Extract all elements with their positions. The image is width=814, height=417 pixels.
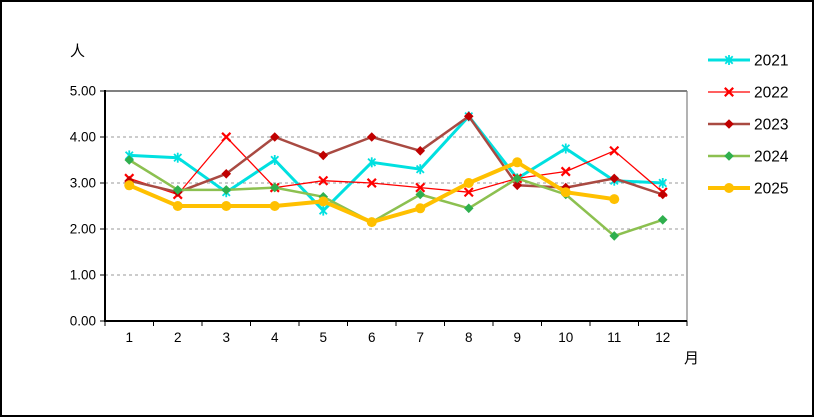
x-tick-label: 10 <box>558 330 573 345</box>
marker-2025 <box>269 201 280 211</box>
marker-2025 <box>463 178 474 188</box>
marker-2022 <box>560 166 571 177</box>
marker-2024 <box>172 185 183 195</box>
marker-2021 <box>173 153 183 163</box>
marker-2024 <box>463 203 474 214</box>
y-tick-label: 2.00 <box>70 222 96 237</box>
legend-label-2024: 2024 <box>754 149 789 166</box>
series-line-2025 <box>127 160 617 225</box>
marker-2022 <box>221 132 232 142</box>
marker-2024 <box>124 155 135 165</box>
y-axis-title: 人 <box>70 43 86 60</box>
marker-2022 <box>609 145 620 156</box>
legend-marker-2023 <box>724 119 734 129</box>
marker-2021 <box>658 178 668 188</box>
marker-2023 <box>318 150 329 161</box>
series-line-2021 <box>127 114 665 213</box>
x-tick-label: 2 <box>174 330 182 345</box>
marker-2021 <box>367 157 377 167</box>
marker-2025 <box>221 201 232 211</box>
marker-2025 <box>560 187 571 198</box>
legend-label-2022: 2022 <box>754 85 788 102</box>
marker-2025 <box>318 196 329 207</box>
marker-2025 <box>415 203 426 214</box>
marker-2022 <box>318 175 329 186</box>
y-tick-label: 0.00 <box>70 314 96 329</box>
y-tick-label: 1.00 <box>70 268 96 283</box>
x-tick-label: 7 <box>416 330 424 345</box>
x-tick-label: 1 <box>125 330 133 345</box>
marker-2021 <box>561 144 571 153</box>
y-tick-label: 3.00 <box>70 176 96 191</box>
marker-2025 <box>366 217 377 228</box>
x-tick-label: 9 <box>513 330 521 345</box>
marker-2023 <box>657 189 668 200</box>
marker-2022 <box>366 178 377 188</box>
legend-marker-2025 <box>724 183 734 193</box>
marker-2024 <box>512 173 523 184</box>
series-line-2022 <box>128 136 664 196</box>
legend-label-2025: 2025 <box>754 181 788 198</box>
marker-2024 <box>609 231 620 241</box>
marker-2024 <box>657 215 668 225</box>
legend-marker-2024 <box>724 151 734 161</box>
x-tick-label: 11 <box>607 330 621 345</box>
marker-2023 <box>512 180 523 191</box>
marker-2021 <box>270 155 280 165</box>
legend-marker-2022 <box>724 87 734 97</box>
marker-2021 <box>318 206 328 215</box>
x-tick-label: 6 <box>368 330 376 345</box>
marker-2025 <box>172 201 183 211</box>
x-tick-label: 12 <box>655 330 670 345</box>
marker-2025 <box>512 157 523 168</box>
series-line-2023 <box>128 115 665 196</box>
marker-2024 <box>269 182 280 193</box>
y-tick-label: 5.00 <box>70 84 96 99</box>
marker-2023 <box>463 111 474 122</box>
marker-2023 <box>415 146 426 156</box>
marker-2021 <box>415 164 425 174</box>
marker-2025 <box>124 180 135 191</box>
marker-2024 <box>415 189 426 200</box>
marker-2022 <box>415 182 426 193</box>
marker-2025 <box>609 194 620 205</box>
x-tick-label: 8 <box>465 330 473 345</box>
y-tick-label: 4.00 <box>70 130 96 145</box>
marker-2023 <box>269 132 280 142</box>
x-tick-label: 3 <box>222 330 230 345</box>
legend-label-2021: 2021 <box>754 53 788 70</box>
x-axis-title: 月 <box>684 350 700 367</box>
series-line-2024 <box>128 158 665 238</box>
legend-marker-2021 <box>724 55 734 65</box>
marker-2023 <box>221 169 232 179</box>
marker-2023 <box>609 173 620 184</box>
marker-2024 <box>221 185 232 195</box>
legend-label-2023: 2023 <box>754 117 788 134</box>
x-tick-label: 5 <box>319 330 327 345</box>
marker-2023 <box>366 132 377 142</box>
marker-2022 <box>463 187 474 198</box>
x-tick-label: 4 <box>271 330 279 345</box>
